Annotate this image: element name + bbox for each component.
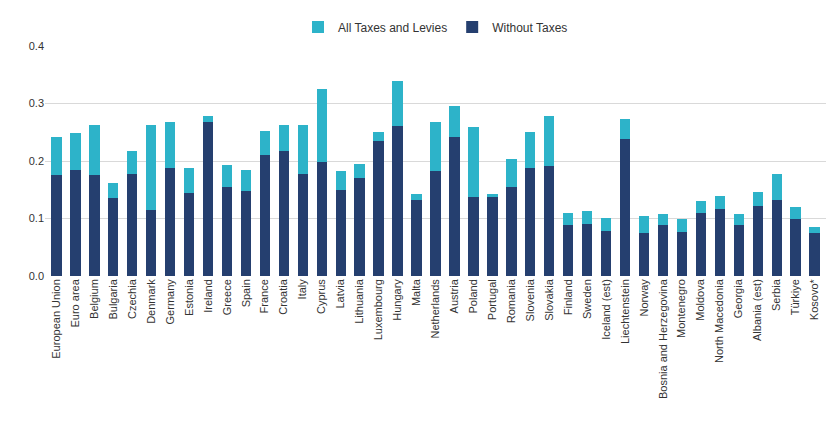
svg-text:Finland: Finland (562, 279, 574, 315)
svg-text:Greece: Greece (221, 279, 233, 315)
svg-text:Kosovo*: Kosovo* (808, 278, 820, 320)
svg-text:Denmark: Denmark (145, 279, 157, 324)
svg-text:Bosnia and Herzegovina: Bosnia and Herzegovina (657, 278, 669, 399)
svg-text:Belgium: Belgium (88, 279, 100, 319)
svg-text:Austria: Austria (448, 278, 460, 313)
svg-text:Albania (est): Albania (est) (751, 279, 763, 341)
svg-text:0.2: 0.2 (29, 155, 44, 167)
svg-text:0.4: 0.4 (29, 40, 44, 52)
svg-text:European Union: European Union (50, 279, 62, 359)
svg-text:Sweden: Sweden (581, 279, 593, 319)
svg-text:Hungary: Hungary (391, 279, 403, 321)
svg-text:Euro area: Euro area (69, 278, 81, 327)
svg-text:Lithuania: Lithuania (353, 278, 365, 324)
svg-text:Without Taxes: Without Taxes (492, 21, 567, 35)
svg-text:Romania: Romania (505, 278, 517, 323)
svg-text:0.0: 0.0 (29, 270, 44, 282)
svg-text:0.1: 0.1 (29, 212, 44, 224)
svg-text:Latvia: Latvia (334, 278, 346, 308)
svg-text:Spain: Spain (240, 279, 252, 307)
svg-text:All Taxes and Levies: All Taxes and Levies (338, 21, 447, 35)
svg-text:Slovenia: Slovenia (524, 278, 536, 321)
svg-text:Iceland (est): Iceland (est) (600, 279, 612, 340)
svg-text:Montenegro: Montenegro (676, 279, 688, 338)
svg-text:Malta: Malta (410, 278, 422, 306)
svg-text:Norway: Norway (638, 279, 650, 317)
svg-text:Estonia: Estonia (183, 278, 195, 316)
svg-text:Slovakia: Slovakia (543, 278, 555, 320)
svg-text:Bulgaria: Bulgaria (107, 278, 119, 319)
svg-text:North Macedonia: North Macedonia (713, 278, 725, 363)
svg-text:Luxembourg: Luxembourg (372, 279, 384, 340)
svg-text:Türkiye: Türkiye (789, 279, 801, 315)
svg-text:France: France (258, 279, 270, 313)
svg-text:Cyprus: Cyprus (315, 279, 327, 314)
svg-text:Czechia: Czechia (126, 278, 138, 319)
svg-text:Portugal: Portugal (486, 279, 498, 320)
svg-text:Liechtenstein: Liechtenstein (619, 279, 631, 344)
svg-text:Poland: Poland (467, 279, 479, 313)
svg-text:Moldova: Moldova (694, 278, 706, 320)
svg-text:Ireland: Ireland (202, 279, 214, 313)
svg-text:Germany: Germany (164, 279, 176, 325)
svg-text:Croatia: Croatia (277, 278, 289, 314)
svg-text:0.3: 0.3 (29, 97, 44, 109)
svg-text:Netherlands: Netherlands (429, 279, 441, 339)
svg-text:Georgia: Georgia (732, 278, 744, 318)
svg-text:Serbia: Serbia (770, 278, 782, 311)
svg-text:Italy: Italy (296, 279, 308, 300)
